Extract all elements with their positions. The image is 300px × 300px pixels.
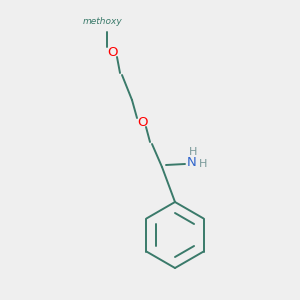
Text: methoxy: methoxy: [83, 17, 123, 26]
Text: N: N: [187, 155, 197, 169]
Text: H: H: [189, 147, 197, 157]
Text: H: H: [199, 159, 207, 169]
Text: O: O: [107, 46, 117, 59]
Text: O: O: [137, 116, 147, 128]
